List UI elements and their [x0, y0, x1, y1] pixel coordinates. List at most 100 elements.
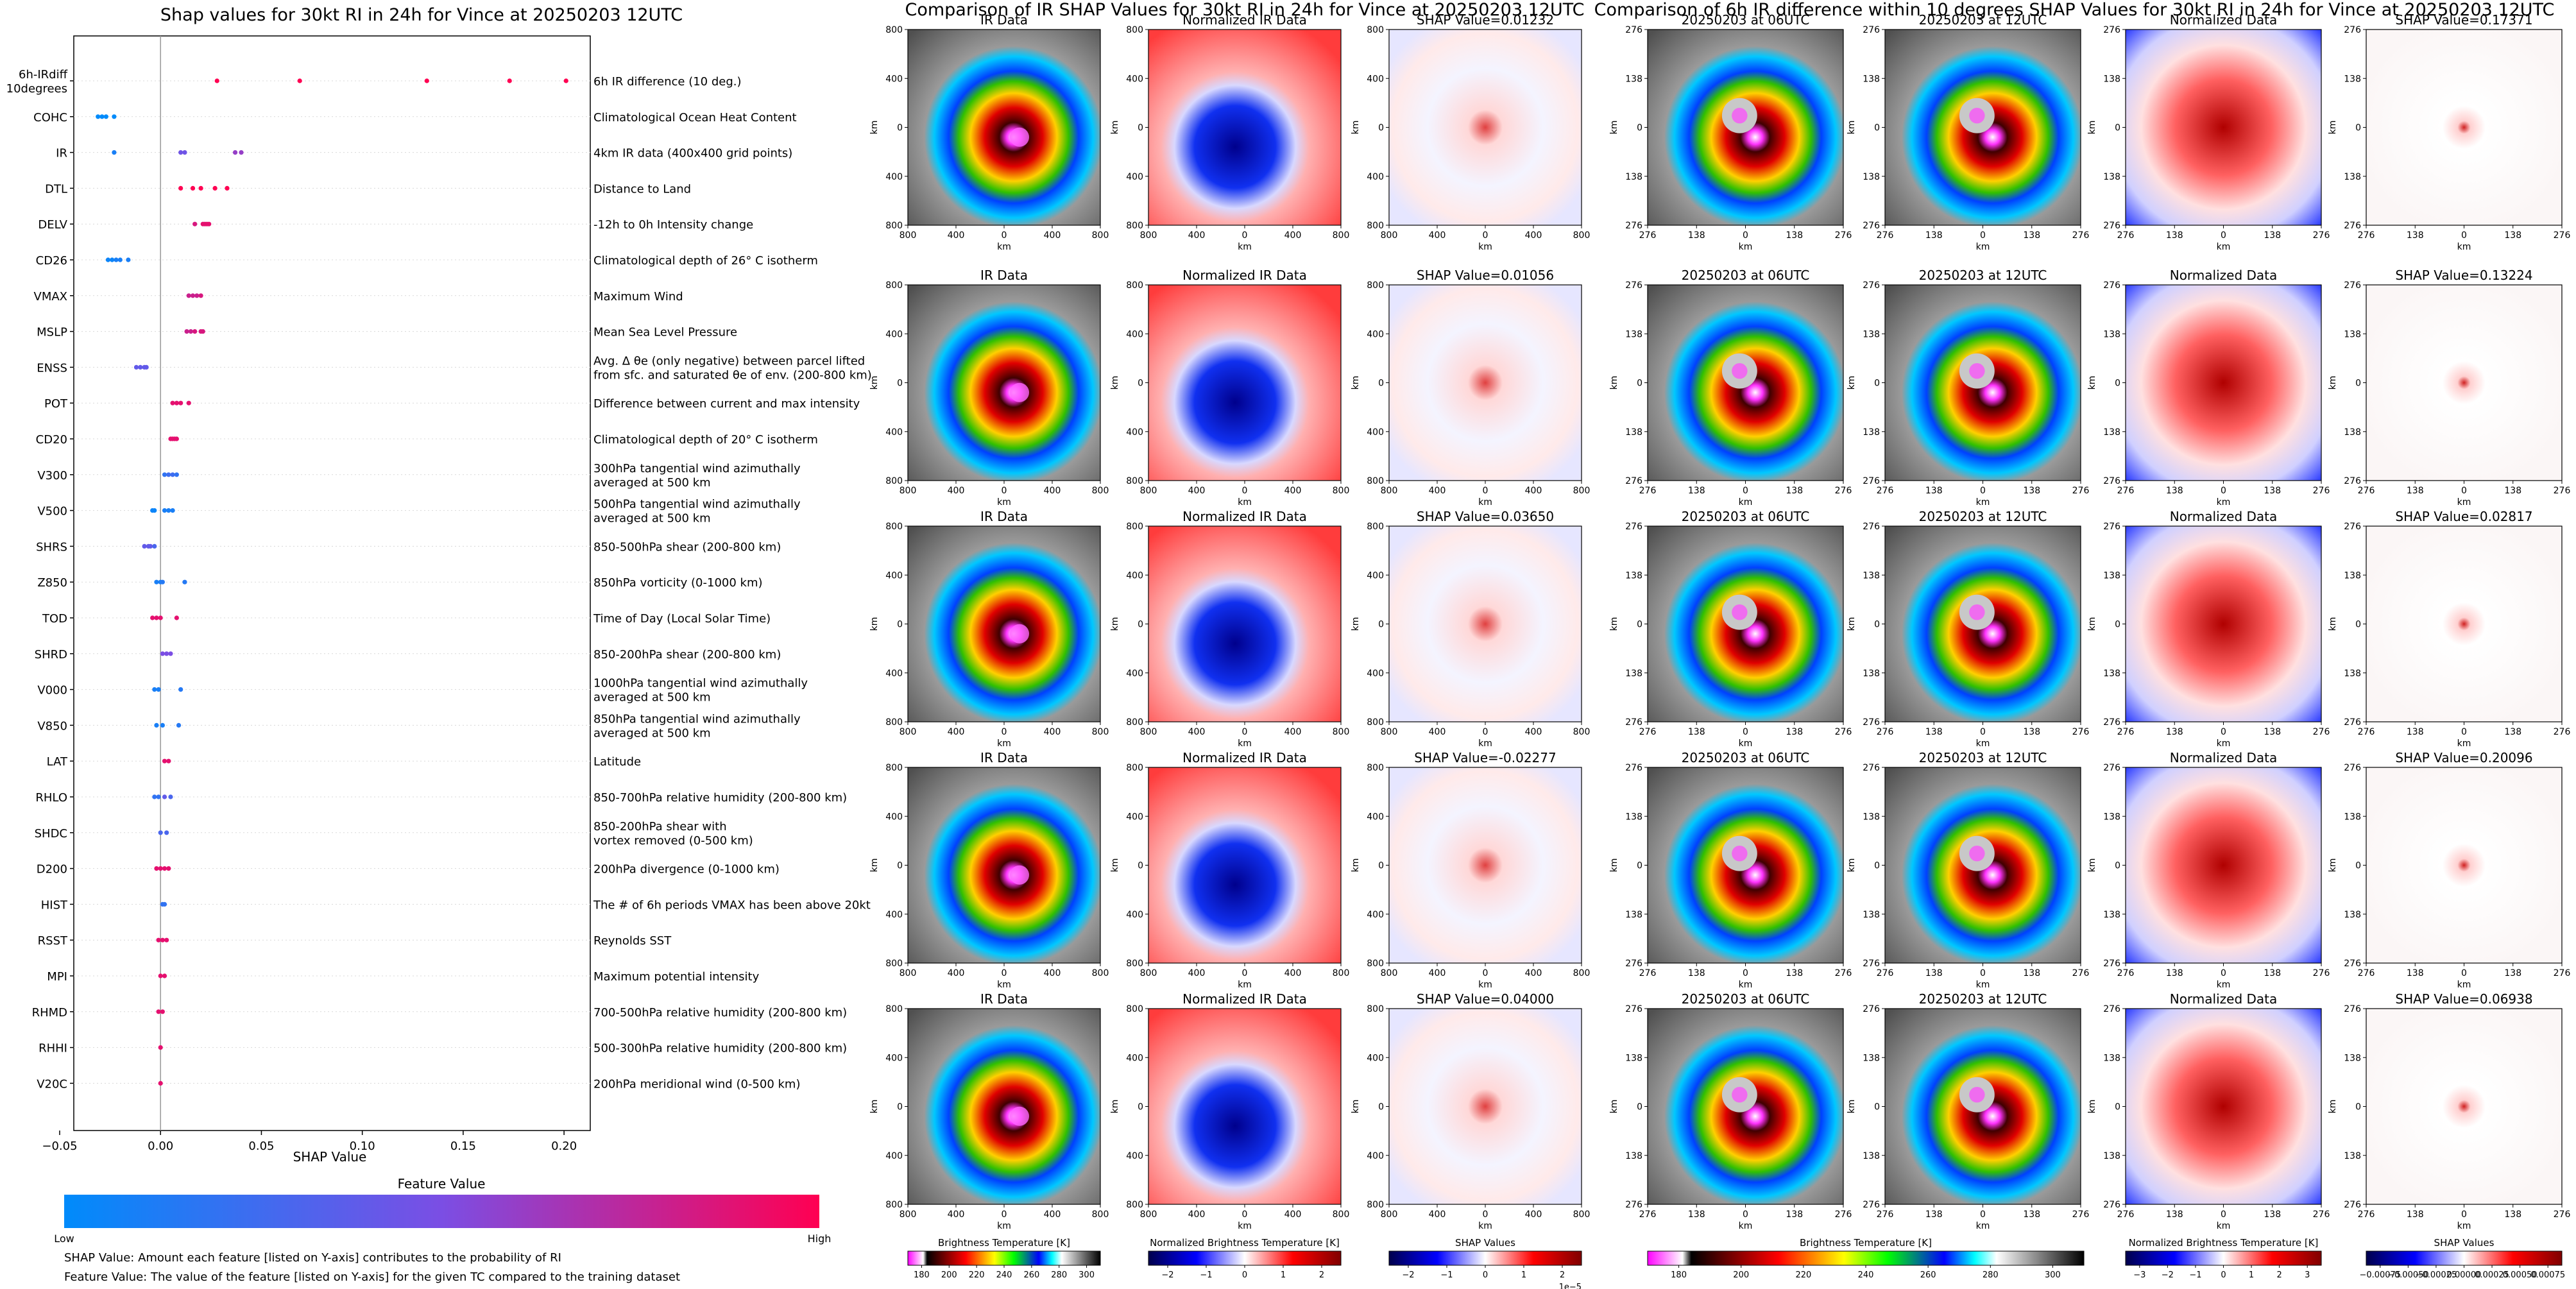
- y-tick-label: 800: [885, 1004, 903, 1014]
- x-tick-label: 276: [2072, 230, 2090, 241]
- y-tick-label: 138: [1863, 172, 1880, 182]
- diff-shap-image: [2366, 767, 2562, 963]
- colorbar-tick-label: 2: [2277, 1270, 2282, 1280]
- x-axis-label: km: [2217, 497, 2231, 508]
- x-tick-label: 138: [1786, 1209, 1803, 1220]
- x-tick-label: 276: [2072, 486, 2090, 496]
- x-axis-label: km: [1238, 1221, 1252, 1231]
- y-axis-label: km: [2328, 376, 2338, 390]
- x-tick-label: 0: [1002, 968, 1007, 978]
- feature-name-label: DELV: [38, 218, 67, 232]
- x-axis-label: km: [1478, 242, 1492, 252]
- subplot-title: 20250203 at 12UTC: [1919, 991, 2047, 1007]
- x-tick-label: 276: [2358, 968, 2375, 978]
- x-tick-label: 0: [1980, 486, 1986, 496]
- x-tick-label: 138: [2264, 230, 2281, 241]
- y-tick-label: 400: [1367, 74, 1384, 84]
- colorbar-tick-label: 0: [1483, 1270, 1488, 1280]
- y-axis-label: km: [1847, 376, 1857, 390]
- x-tick-label: 138: [2407, 727, 2424, 737]
- storm-eye: [1010, 865, 1029, 885]
- x-tick-label: 138: [1786, 486, 1803, 496]
- x-tick-label: 800: [1092, 486, 1109, 496]
- ir-diff-image-grid: 20250203 at 06UTC 276 138 0 138 276 276 138 0 138…: [1609, 12, 2570, 1280]
- feature-description-label: vortex removed (0-500 km): [593, 834, 753, 848]
- x-tick-label: 138: [2504, 968, 2521, 978]
- y-axis-label: km: [869, 858, 880, 873]
- y-tick-label: 276: [1625, 221, 1642, 231]
- normalized-ir-image: [1148, 285, 1341, 481]
- colorbar-tick-label: 280: [1983, 1270, 1999, 1280]
- shap-point: [160, 722, 165, 728]
- shap-point: [144, 364, 149, 370]
- colorbar-tick-label: 0.00025: [2475, 1270, 2509, 1280]
- storm-eye: [1732, 846, 1748, 862]
- x-tick-label: 276: [2313, 486, 2330, 496]
- y-tick-label: 400: [1126, 812, 1143, 822]
- x-tick-label: 276: [2313, 1209, 2330, 1220]
- y-tick-label: 276: [1625, 522, 1642, 532]
- y-tick-label: 276: [2344, 1004, 2361, 1014]
- x-tick-label: 138: [2264, 727, 2281, 737]
- shap-point: [152, 508, 157, 513]
- x-axis-label: km: [2457, 738, 2471, 749]
- x-tick-label: 138: [1925, 230, 1943, 241]
- x-tick-label: 800: [1333, 968, 1350, 978]
- x-axis-label: km: [2217, 980, 2231, 990]
- y-tick-label: 0: [897, 123, 903, 133]
- x-tick-label: 0: [2221, 230, 2226, 241]
- y-tick-label: 276: [1863, 280, 1880, 291]
- colorbar-tick-label: −2: [1161, 1270, 1173, 1280]
- y-tick-label: 276: [1863, 717, 1880, 728]
- x-tick-label: 138: [2407, 486, 2424, 496]
- x-tick-label: 800: [1381, 486, 1398, 496]
- x-tick-label: 0: [1002, 727, 1007, 737]
- x-tick-label: 0: [1242, 230, 1248, 241]
- x-tick-label: 276: [2358, 1209, 2375, 1220]
- feature-description-label: from sfc. and saturated θe of env. (200-…: [593, 368, 872, 382]
- feature-description-label: Maximum potential intensity: [593, 970, 760, 984]
- storm-eye: [1969, 1087, 1985, 1103]
- shap-point: [156, 937, 161, 943]
- x-tick-label: 400: [948, 486, 965, 496]
- y-tick-label: 138: [1625, 812, 1642, 822]
- x-tick-label: 400: [948, 968, 965, 978]
- shap-point: [126, 257, 131, 262]
- x-axis-label: km: [2217, 738, 2231, 749]
- feature-name-label: SHRS: [36, 540, 67, 554]
- x-tick-label: 276: [2554, 1209, 2571, 1220]
- x-tick-label: 138: [1925, 727, 1943, 737]
- x-tick-label: 276: [2313, 727, 2330, 737]
- x-tick-label: 276: [1835, 486, 1852, 496]
- y-tick-label: 276: [1863, 25, 1880, 35]
- y-tick-label: 400: [1126, 1053, 1143, 1063]
- feature-name-label: V300: [37, 469, 67, 482]
- x-tick-label: 138: [2407, 1209, 2424, 1220]
- y-axis-label: km: [2087, 617, 2097, 631]
- subplot-title: 20250203 at 06UTC: [1682, 268, 1810, 283]
- x-tick-label: 276: [2358, 486, 2375, 496]
- shap-point: [152, 543, 157, 549]
- storm-eye: [1010, 1106, 1029, 1126]
- x-axis-label: km: [997, 1221, 1011, 1231]
- x-tick-label: 400: [1429, 486, 1446, 496]
- x-tick-label: 0: [1743, 486, 1748, 496]
- x-tick-label: 400: [1429, 727, 1446, 737]
- feature-name-label: V850: [37, 719, 67, 733]
- y-tick-label: 276: [2344, 476, 2361, 486]
- x-tick-label: 276: [2313, 968, 2330, 978]
- y-tick-label: 400: [1126, 910, 1143, 920]
- x-tick-label: 0: [1743, 230, 1748, 241]
- feature-name-label: DTL: [45, 182, 67, 196]
- y-tick-label: 276: [1863, 1200, 1880, 1210]
- colorbar-label: Normalized Brightness Temperature [K]: [2129, 1237, 2319, 1249]
- x-tick-label: 138: [2166, 486, 2183, 496]
- feature-description-label: averaged at 500 km: [593, 512, 711, 525]
- y-tick-label: 0: [1138, 1102, 1143, 1113]
- shap-point: [150, 615, 155, 620]
- y-axis-label: km: [869, 376, 880, 390]
- x-tick-label: 138: [2023, 486, 2040, 496]
- x-tick-label: 276: [2117, 727, 2135, 737]
- y-tick-label: 800: [1126, 476, 1143, 486]
- x-tick-label: 0: [2461, 1209, 2467, 1220]
